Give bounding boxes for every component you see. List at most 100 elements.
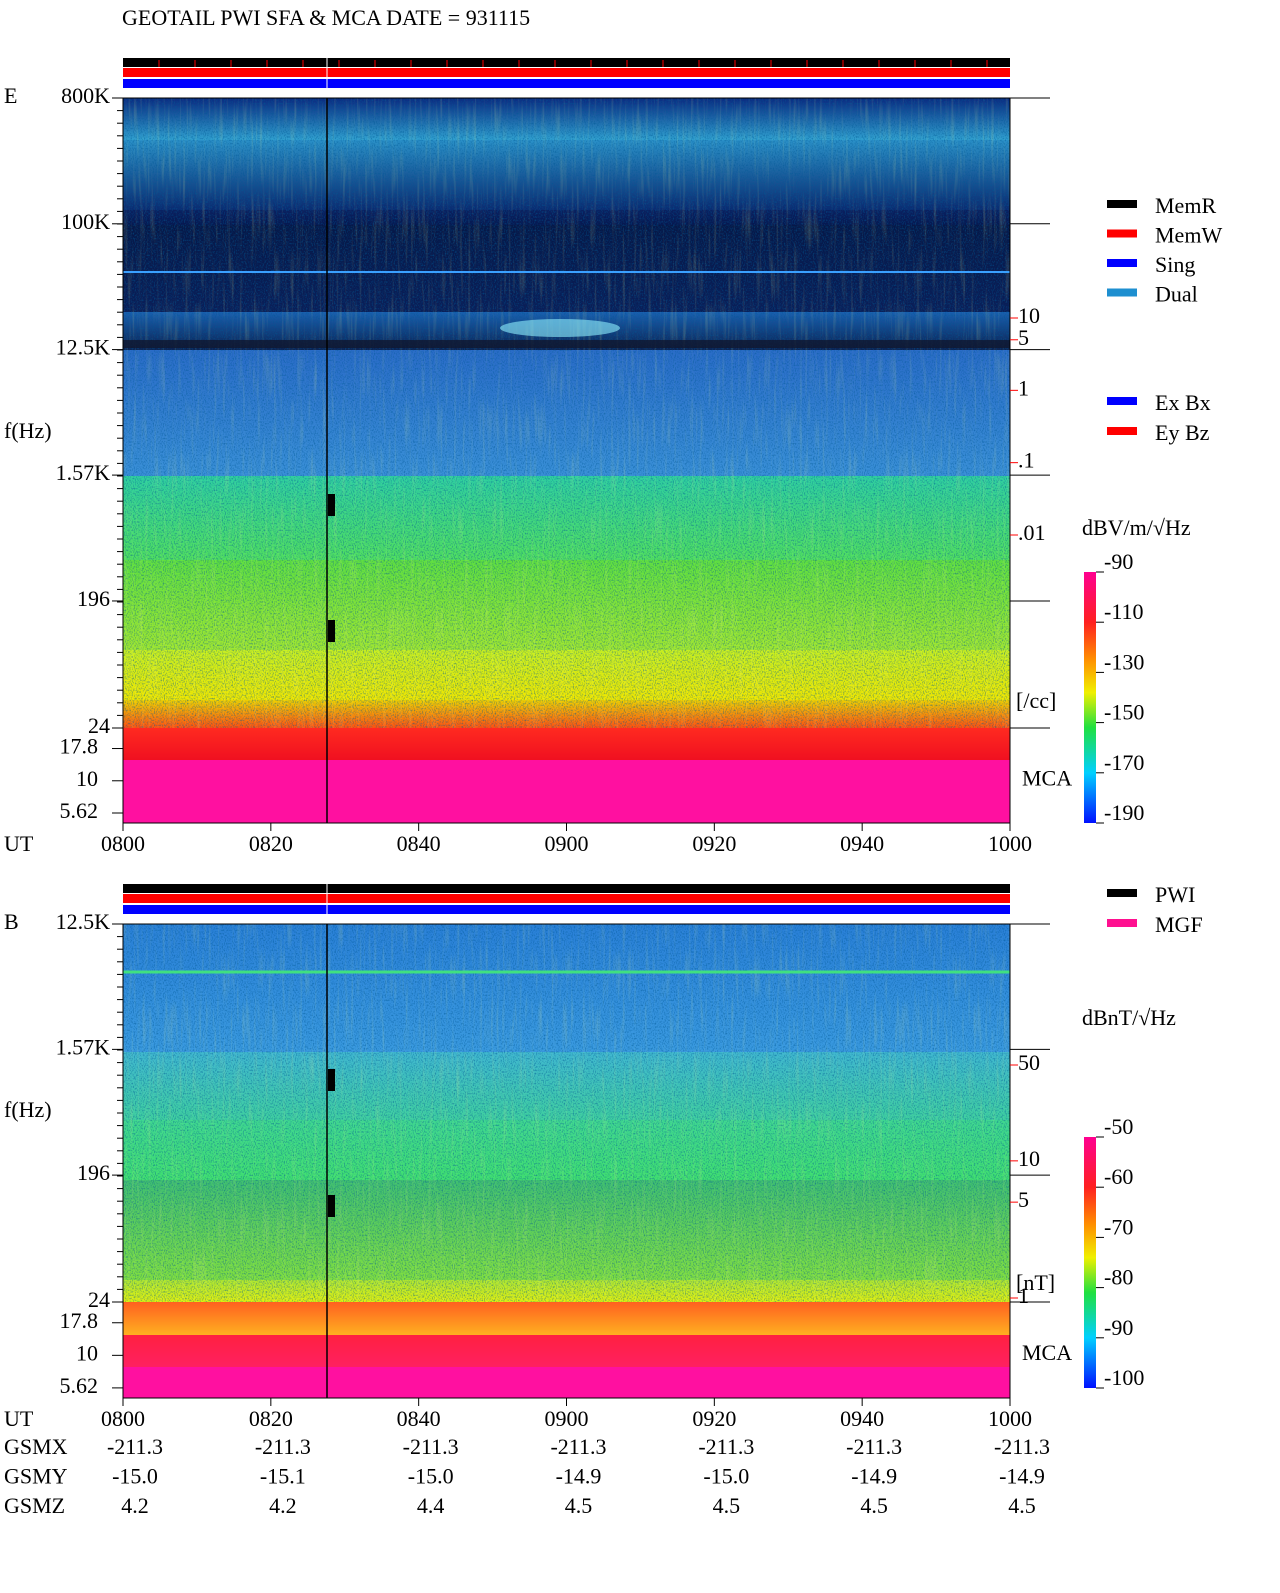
spectrogram-streaks bbox=[123, 98, 1010, 728]
y2-unit: [/cc] bbox=[1016, 688, 1056, 713]
x-axis-label: UT bbox=[4, 1406, 34, 1431]
orbit-value: 4.5 bbox=[713, 1493, 741, 1518]
orbit-value: -15.0 bbox=[112, 1464, 158, 1489]
y-tick-label: 800K bbox=[61, 83, 110, 108]
spectrogram-band bbox=[123, 760, 1010, 823]
colorbar-tick-label: -190 bbox=[1104, 800, 1144, 825]
colorbar-tick-label: -90 bbox=[1104, 549, 1133, 574]
legend-label: Ey Bz bbox=[1155, 420, 1210, 445]
mca-tick-label: 10 bbox=[76, 1340, 98, 1365]
colorbar-tick-label: -100 bbox=[1104, 1365, 1144, 1390]
x-tick-label: 1000 bbox=[988, 1406, 1032, 1431]
y-tick-label: 1.57K bbox=[56, 1034, 111, 1059]
title: GEOTAIL PWI SFA & MCA DATE = 931115 bbox=[122, 5, 530, 30]
orbit-label: GSMZ bbox=[4, 1493, 65, 1518]
legend-label: MemR bbox=[1155, 193, 1216, 218]
y2-tick-label: 50 bbox=[1018, 1050, 1040, 1075]
orbit-value: 4.2 bbox=[121, 1493, 149, 1518]
orbit-label: GSMX bbox=[4, 1434, 68, 1459]
orbit-value: -15.1 bbox=[260, 1464, 306, 1489]
orbit-value: -14.9 bbox=[999, 1464, 1045, 1489]
legend-swatch bbox=[1107, 259, 1137, 267]
x-tick-label: 0840 bbox=[397, 1406, 441, 1431]
y2-tick-label: 1 bbox=[1018, 1283, 1029, 1308]
mca-tick-label: 5.62 bbox=[60, 798, 99, 823]
colorbar-tick-label: -150 bbox=[1104, 700, 1144, 725]
marker bbox=[328, 1069, 335, 1091]
x-tick-label: 0820 bbox=[249, 831, 293, 856]
marker bbox=[328, 494, 335, 516]
y2-tick-label: 1 bbox=[1018, 375, 1029, 400]
colorbar-tick-label: -110 bbox=[1104, 599, 1144, 624]
colorbar-tick-label: -80 bbox=[1104, 1265, 1133, 1290]
y2-tick-label: .01 bbox=[1018, 520, 1046, 545]
orbit-value: -211.3 bbox=[403, 1434, 459, 1459]
status-bar bbox=[123, 68, 1010, 77]
x-tick-label: 0900 bbox=[545, 1406, 589, 1431]
y-tick-label: 1.57K bbox=[56, 460, 111, 485]
orbit-label: GSMY bbox=[4, 1464, 68, 1489]
orbit-value: -211.3 bbox=[550, 1434, 606, 1459]
orbit-value: 4.2 bbox=[269, 1493, 297, 1518]
colorbar-tick-label: -50 bbox=[1104, 1114, 1133, 1139]
orbit-value: 4.5 bbox=[860, 1493, 888, 1518]
colorbar-tick-label: -130 bbox=[1104, 649, 1144, 674]
legend-swatch bbox=[1107, 229, 1137, 238]
orbit-value: 4.5 bbox=[1008, 1493, 1036, 1518]
x-tick-label: 0840 bbox=[397, 831, 441, 856]
spectrogram-band bbox=[123, 1335, 1010, 1367]
legend-label: MemW bbox=[1155, 223, 1222, 248]
mca-tick-label: 10 bbox=[76, 766, 98, 791]
colorbar-title: dBV/m/√Hz bbox=[1082, 515, 1191, 540]
x-axis-label: UT bbox=[4, 831, 34, 856]
spectrogram-band bbox=[123, 1367, 1010, 1398]
y2-unit: [nT] bbox=[1016, 1270, 1055, 1295]
x-tick-label: 0940 bbox=[840, 831, 884, 856]
y2-tick-label: 10 bbox=[1018, 303, 1040, 328]
mca-label: MCA bbox=[1022, 766, 1072, 791]
y-tick-label: 12.5K bbox=[56, 335, 111, 360]
orbit-value: -211.3 bbox=[255, 1434, 311, 1459]
y-tick-label: 12.5K bbox=[56, 909, 111, 934]
x-tick-label: 0800 bbox=[101, 831, 145, 856]
colorbar-tick-label: -60 bbox=[1104, 1164, 1133, 1189]
legend-label: MGF bbox=[1155, 912, 1203, 937]
status-bar bbox=[123, 905, 1010, 914]
spectrogram-streaks bbox=[123, 924, 1010, 1302]
y-tick-label: 24 bbox=[88, 1287, 110, 1312]
legend-swatch bbox=[1107, 427, 1137, 435]
y-tick-label: 100K bbox=[61, 209, 110, 234]
spectrogram-band bbox=[123, 728, 1010, 760]
x-tick-label: 0940 bbox=[840, 1406, 884, 1431]
y-tick-label: 196 bbox=[77, 1160, 110, 1185]
orbit-value: -15.0 bbox=[408, 1464, 454, 1489]
y-axis-label: f(Hz) bbox=[4, 418, 52, 443]
legend-label: PWI bbox=[1155, 882, 1195, 907]
status-bar bbox=[123, 79, 1010, 88]
orbit-value: -211.3 bbox=[107, 1434, 163, 1459]
colorbar bbox=[1084, 572, 1096, 823]
x-tick-label: 1000 bbox=[988, 831, 1032, 856]
colorbar-tick-label: -170 bbox=[1104, 750, 1144, 775]
y2-tick-label: 10 bbox=[1018, 1146, 1040, 1171]
orbit-value: -15.0 bbox=[703, 1464, 749, 1489]
y-tick-label: 24 bbox=[88, 713, 110, 738]
colorbar-title: dBnT/√Hz bbox=[1082, 1005, 1176, 1030]
mca-tick-label: 17.8 bbox=[60, 734, 99, 759]
x-tick-label: 0800 bbox=[101, 1406, 145, 1431]
y-axis-label: f(Hz) bbox=[4, 1097, 52, 1122]
orbit-value: -211.3 bbox=[698, 1434, 754, 1459]
mca-tick-label: 17.8 bbox=[60, 1308, 99, 1333]
panel-label: E bbox=[4, 83, 17, 108]
emission-blob bbox=[500, 319, 620, 337]
orbit-value: -211.3 bbox=[994, 1434, 1050, 1459]
legend-swatch bbox=[1107, 919, 1137, 927]
legend-swatch bbox=[1107, 200, 1137, 208]
status-bar bbox=[123, 884, 1010, 893]
orbit-value: 4.4 bbox=[417, 1493, 445, 1518]
x-tick-label: 0900 bbox=[545, 831, 589, 856]
colorbar bbox=[1084, 1137, 1096, 1388]
colorbar-tick-label: -70 bbox=[1104, 1214, 1133, 1239]
mca-tick-label: 5.62 bbox=[60, 1373, 99, 1398]
